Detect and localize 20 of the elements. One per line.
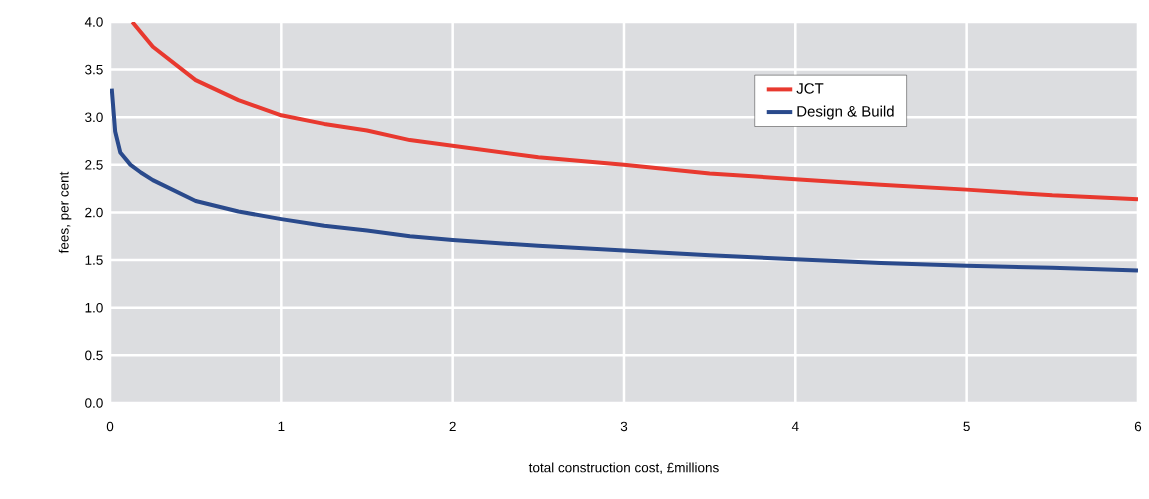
legend-label: JCT <box>796 83 824 94</box>
y-tick-label: 3.5 <box>85 64 103 75</box>
x-tick-label: 2 <box>449 421 456 432</box>
x-axis-title: total construction cost, £millions <box>528 462 719 474</box>
y-tick-label: 4.0 <box>84 17 103 27</box>
legend-label: Design & Build <box>797 105 894 120</box>
y-tick-label: 2.0 <box>85 207 103 218</box>
x-tick-label: 1 <box>278 421 285 431</box>
y-tick-label: 1.0 <box>85 302 103 313</box>
y-axis-title: fees, per cent <box>58 171 72 254</box>
y-tick-label: 0.0 <box>85 398 103 408</box>
y-tick-label: 3.0 <box>85 112 103 123</box>
x-tick-label: 3 <box>620 421 628 432</box>
y-tick-label: 1.5 <box>85 255 103 265</box>
x-tick-label: 6 <box>1134 421 1142 432</box>
y-tick-label: 0.5 <box>85 350 103 361</box>
x-tick-label: 5 <box>963 421 970 432</box>
x-tick-label: 4 <box>791 421 799 431</box>
x-tick-label: 0 <box>106 421 114 432</box>
y-tick-label: 2.5 <box>85 160 103 170</box>
